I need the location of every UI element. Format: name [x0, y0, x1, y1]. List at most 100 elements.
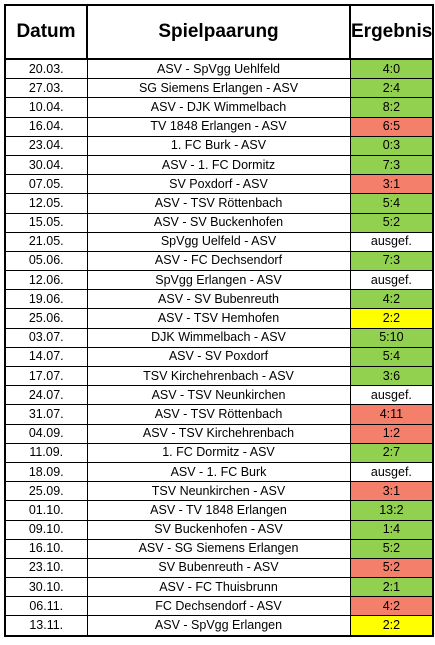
match-date: 10.04. — [4, 97, 88, 118]
match-result: ausgef. — [349, 231, 435, 252]
match-pairing: ASV - 1. FC Burk — [86, 461, 351, 483]
table-row: 18.09. ASV - 1. FC Burk ausgef. — [4, 461, 435, 483]
match-pairing: DJK Wimmelbach - ASV — [86, 327, 351, 348]
match-result: 0:3 — [349, 135, 435, 156]
match-date: 31.07. — [4, 404, 88, 425]
match-date: 18.09. — [4, 461, 88, 483]
match-date: 12.05. — [4, 193, 88, 214]
table-row: 03.07. DJK Wimmelbach - ASV 5:10 — [4, 327, 435, 348]
table-row: 12.06. SpVgg Erlangen - ASV ausgef. — [4, 270, 435, 291]
match-date: 04.09. — [4, 423, 88, 444]
match-result: 2:4 — [349, 78, 435, 99]
match-pairing: SV Buckenhofen - ASV — [86, 519, 351, 540]
match-result: 3:1 — [349, 174, 435, 195]
schedule-table: Datum Spielpaarung Ergebnis 20.03. ASV - … — [4, 4, 435, 637]
match-pairing: ASV - TSV Röttenbach — [86, 404, 351, 425]
match-result: 2:1 — [349, 577, 435, 598]
match-result: 4:0 — [349, 58, 435, 80]
match-pairing: ASV - TSV Röttenbach — [86, 193, 351, 214]
table-row: 12.05. ASV - TSV Röttenbach 5:4 — [4, 193, 435, 214]
match-pairing: ASV - SG Siemens Erlangen — [86, 538, 351, 559]
match-result: 6:5 — [349, 116, 435, 137]
table-row: 15.05. ASV - SV Buckenhofen 5:2 — [4, 212, 435, 233]
match-result: 5:2 — [349, 212, 435, 233]
match-pairing: ASV - DJK Wimmelbach — [86, 97, 351, 118]
header-row: Datum Spielpaarung Ergebnis — [4, 4, 435, 60]
match-pairing: ASV - SpVgg Uehlfeld — [86, 58, 351, 80]
match-result: 7:3 — [349, 154, 435, 176]
table-row: 27.03. SG Siemens Erlangen - ASV 2:4 — [4, 78, 435, 99]
match-pairing: FC Dechsendorf - ASV — [86, 596, 351, 617]
match-date: 09.10. — [4, 519, 88, 540]
match-result: ausgef. — [349, 385, 435, 406]
table-row: 19.06. ASV - SV Bubenreuth 4:2 — [4, 289, 435, 310]
match-pairing: TV 1848 Erlangen - ASV — [86, 116, 351, 137]
table-row: 06.11. FC Dechsendorf - ASV 4:2 — [4, 596, 435, 617]
match-result: 7:3 — [349, 250, 435, 272]
match-pairing: TSV Neunkirchen - ASV — [86, 481, 351, 502]
match-date: 24.07. — [4, 385, 88, 406]
table-row: 16.10. ASV - SG Siemens Erlangen 5:2 — [4, 538, 435, 559]
match-pairing: SpVgg Erlangen - ASV — [86, 270, 351, 291]
match-result: 5:10 — [349, 327, 435, 348]
table-row: 05.06. ASV - FC Dechsendorf 7:3 — [4, 250, 435, 272]
match-result: 3:1 — [349, 481, 435, 502]
schedule-body: 20.03. ASV - SpVgg Uehlfeld 4:0 27.03. SG Si… — [4, 58, 435, 637]
match-pairing: 1. FC Burk - ASV — [86, 135, 351, 156]
match-date: 23.04. — [4, 135, 88, 156]
match-result: 5:2 — [349, 557, 435, 579]
match-result: 5:2 — [349, 538, 435, 559]
match-date: 20.03. — [4, 58, 88, 80]
match-pairing: ASV - SV Bubenreuth — [86, 289, 351, 310]
table-row: 25.09. TSV Neunkirchen - ASV 3:1 — [4, 481, 435, 502]
table-row: 23.04. 1. FC Burk - ASV 0:3 — [4, 135, 435, 156]
match-pairing: 1. FC Dormitz - ASV — [86, 442, 351, 463]
table-row: 09.10. SV Buckenhofen - ASV 1:4 — [4, 519, 435, 540]
match-date: 14.07. — [4, 346, 88, 368]
match-pairing: TSV Kirchehrenbach - ASV — [86, 365, 351, 387]
match-pairing: ASV - SV Poxdorf — [86, 346, 351, 368]
header-result: Ergebnis — [348, 4, 435, 60]
table-row: 20.03. ASV - SpVgg Uehlfeld 4:0 — [4, 58, 435, 80]
table-row: 30.04. ASV - 1. FC Dormitz 7:3 — [4, 154, 435, 176]
match-date: 19.06. — [4, 289, 88, 310]
match-date: 15.05. — [4, 212, 88, 233]
table-row: 24.07. ASV - TSV Neunkirchen ausgef. — [4, 385, 435, 406]
match-date: 07.05. — [4, 174, 88, 195]
match-result: 13:2 — [349, 500, 435, 521]
match-result: 5:4 — [349, 346, 435, 368]
match-date: 01.10. — [4, 500, 88, 521]
match-result: 1:4 — [349, 519, 435, 540]
table-row: 30.10. ASV - FC Thuisbrunn 2:1 — [4, 577, 435, 598]
match-pairing: ASV - TSV Kirchehrenbach — [86, 423, 351, 444]
header-match: Spielpaarung — [86, 4, 351, 60]
table-row: 11.09. 1. FC Dormitz - ASV 2:7 — [4, 442, 435, 463]
match-pairing: SpVgg Uelfeld - ASV — [86, 231, 351, 252]
match-result: 2:2 — [349, 615, 435, 637]
match-pairing: SV Bubenreuth - ASV — [86, 557, 351, 579]
match-pairing: ASV - TSV Neunkirchen — [86, 385, 351, 406]
match-result: 5:4 — [349, 193, 435, 214]
match-result: ausgef. — [349, 461, 435, 483]
match-pairing: ASV - SV Buckenhofen — [86, 212, 351, 233]
match-date: 25.09. — [4, 481, 88, 502]
match-date: 27.03. — [4, 78, 88, 99]
match-result: 4:2 — [349, 289, 435, 310]
match-date: 16.04. — [4, 116, 88, 137]
match-date: 12.06. — [4, 270, 88, 291]
table-row: 31.07. ASV - TSV Röttenbach 4:11 — [4, 404, 435, 425]
match-date: 30.10. — [4, 577, 88, 598]
match-date: 13.11. — [4, 615, 88, 637]
table-row: 16.04. TV 1848 Erlangen - ASV 6:5 — [4, 116, 435, 137]
match-result: 1:2 — [349, 423, 435, 444]
table-row: 14.07. ASV - SV Poxdorf 5:4 — [4, 346, 435, 368]
match-date: 16.10. — [4, 538, 88, 559]
match-pairing: ASV - SpVgg Erlangen — [86, 615, 351, 637]
match-date: 25.06. — [4, 308, 88, 329]
table-row: 23.10. SV Bubenreuth - ASV 5:2 — [4, 557, 435, 579]
match-result: 8:2 — [349, 97, 435, 118]
match-pairing: ASV - 1. FC Dormitz — [86, 154, 351, 176]
match-date: 03.07. — [4, 327, 88, 348]
match-result: 4:11 — [349, 404, 435, 425]
match-result: ausgef. — [349, 270, 435, 291]
